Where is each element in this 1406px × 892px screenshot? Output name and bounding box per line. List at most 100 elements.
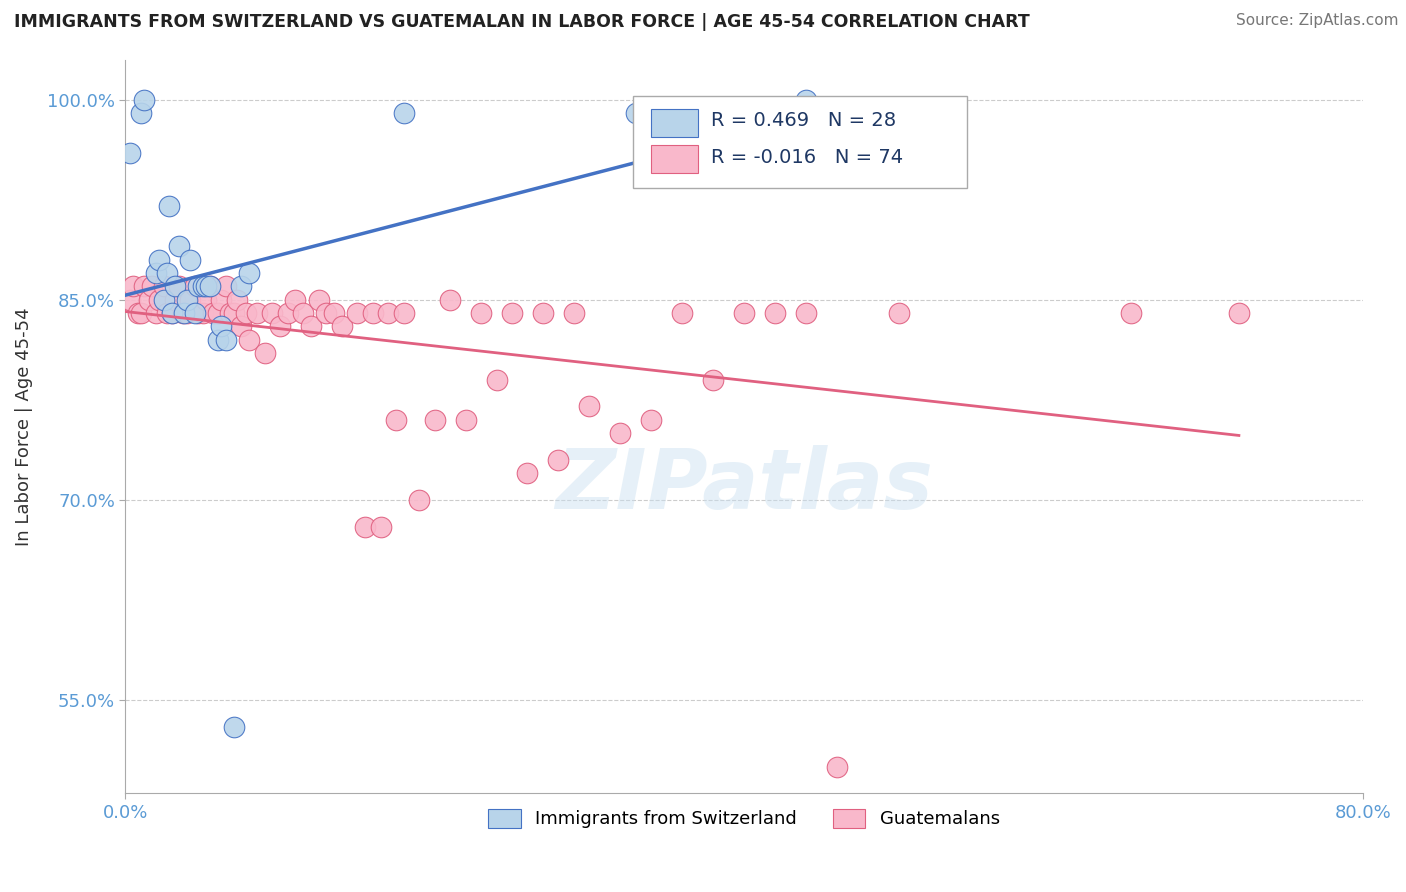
Point (624, 106, 647, 120)
Point (160, 306, 183, 320)
Point (423, 413, 446, 427)
Text: R = 0.469   N = 28: R = 0.469 N = 28 (710, 111, 896, 130)
Point (202, 306, 225, 320)
Text: R = -0.016   N = 74: R = -0.016 N = 74 (710, 148, 903, 167)
Point (176, 306, 198, 320)
Point (122, 279, 145, 293)
Point (132, 93, 155, 107)
Point (163, 293, 186, 307)
Point (501, 306, 523, 320)
Point (222, 720, 245, 734)
Point (702, 373, 724, 387)
Point (454, 413, 477, 427)
Point (132, 279, 155, 293)
Point (246, 306, 269, 320)
FancyBboxPatch shape (633, 96, 967, 188)
Point (194, 279, 217, 293)
Point (578, 400, 600, 414)
Point (160, 306, 183, 320)
Point (179, 252, 201, 267)
Point (129, 106, 152, 120)
Point (222, 306, 245, 320)
Text: IMMIGRANTS FROM SWITZERLAND VS GUATEMALAN IN LABOR FORCE | AGE 45-54 CORRELATION: IMMIGRANTS FROM SWITZERLAND VS GUATEMALA… (14, 13, 1029, 31)
Point (392, 306, 415, 320)
Point (377, 306, 399, 320)
Point (361, 306, 384, 320)
Point (485, 373, 508, 387)
Point (207, 333, 229, 347)
Point (215, 333, 238, 347)
Point (145, 266, 167, 280)
Point (1227, 306, 1250, 320)
Point (156, 266, 179, 280)
Point (179, 293, 201, 307)
Point (129, 306, 152, 320)
Point (194, 293, 217, 307)
Point (156, 306, 179, 320)
Point (284, 293, 307, 307)
Point (547, 453, 569, 467)
Point (231, 319, 253, 334)
Point (609, 426, 631, 441)
Point (187, 306, 209, 320)
Point (187, 279, 209, 293)
FancyBboxPatch shape (651, 109, 699, 136)
Point (238, 333, 260, 347)
FancyBboxPatch shape (651, 145, 699, 173)
Point (176, 293, 198, 307)
Point (141, 279, 163, 293)
Point (148, 252, 170, 267)
Text: Source: ZipAtlas.com: Source: ZipAtlas.com (1236, 13, 1399, 29)
Legend: Immigrants from Switzerland, Guatemalans: Immigrants from Switzerland, Guatemalans (481, 802, 1007, 836)
Point (292, 306, 315, 320)
Point (253, 346, 276, 360)
Point (733, 306, 755, 320)
Text: ZIPatlas: ZIPatlas (555, 445, 934, 525)
Point (825, 759, 848, 773)
Point (531, 306, 554, 320)
Point (163, 279, 186, 293)
Point (640, 413, 662, 427)
Point (169, 239, 191, 253)
Point (118, 146, 141, 161)
Point (127, 306, 149, 320)
Point (385, 413, 408, 427)
Point (346, 306, 368, 320)
Point (148, 293, 170, 307)
Point (215, 279, 238, 293)
Point (1119, 306, 1142, 320)
Point (172, 306, 194, 320)
Point (330, 319, 353, 334)
Point (153, 293, 176, 307)
Point (370, 519, 392, 533)
Point (209, 319, 232, 334)
Point (138, 293, 160, 307)
Point (299, 319, 322, 334)
Point (671, 306, 693, 320)
Point (209, 293, 232, 307)
Point (354, 519, 377, 533)
Point (235, 306, 257, 320)
Point (191, 279, 214, 293)
Point (470, 306, 492, 320)
Point (191, 306, 214, 320)
Point (887, 306, 910, 320)
Point (516, 466, 538, 480)
Y-axis label: In Labor Force | Age 45-54: In Labor Force | Age 45-54 (15, 307, 32, 546)
Point (231, 279, 253, 293)
Point (315, 306, 337, 320)
Point (262, 306, 284, 320)
Point (238, 266, 260, 280)
Point (277, 306, 299, 320)
Point (323, 306, 346, 320)
Point (219, 306, 242, 320)
Point (173, 306, 195, 320)
Point (184, 306, 207, 320)
Point (794, 93, 817, 107)
Point (562, 306, 585, 320)
Point (408, 492, 430, 507)
Point (145, 306, 167, 320)
Point (308, 293, 330, 307)
Point (225, 293, 247, 307)
Point (169, 279, 191, 293)
